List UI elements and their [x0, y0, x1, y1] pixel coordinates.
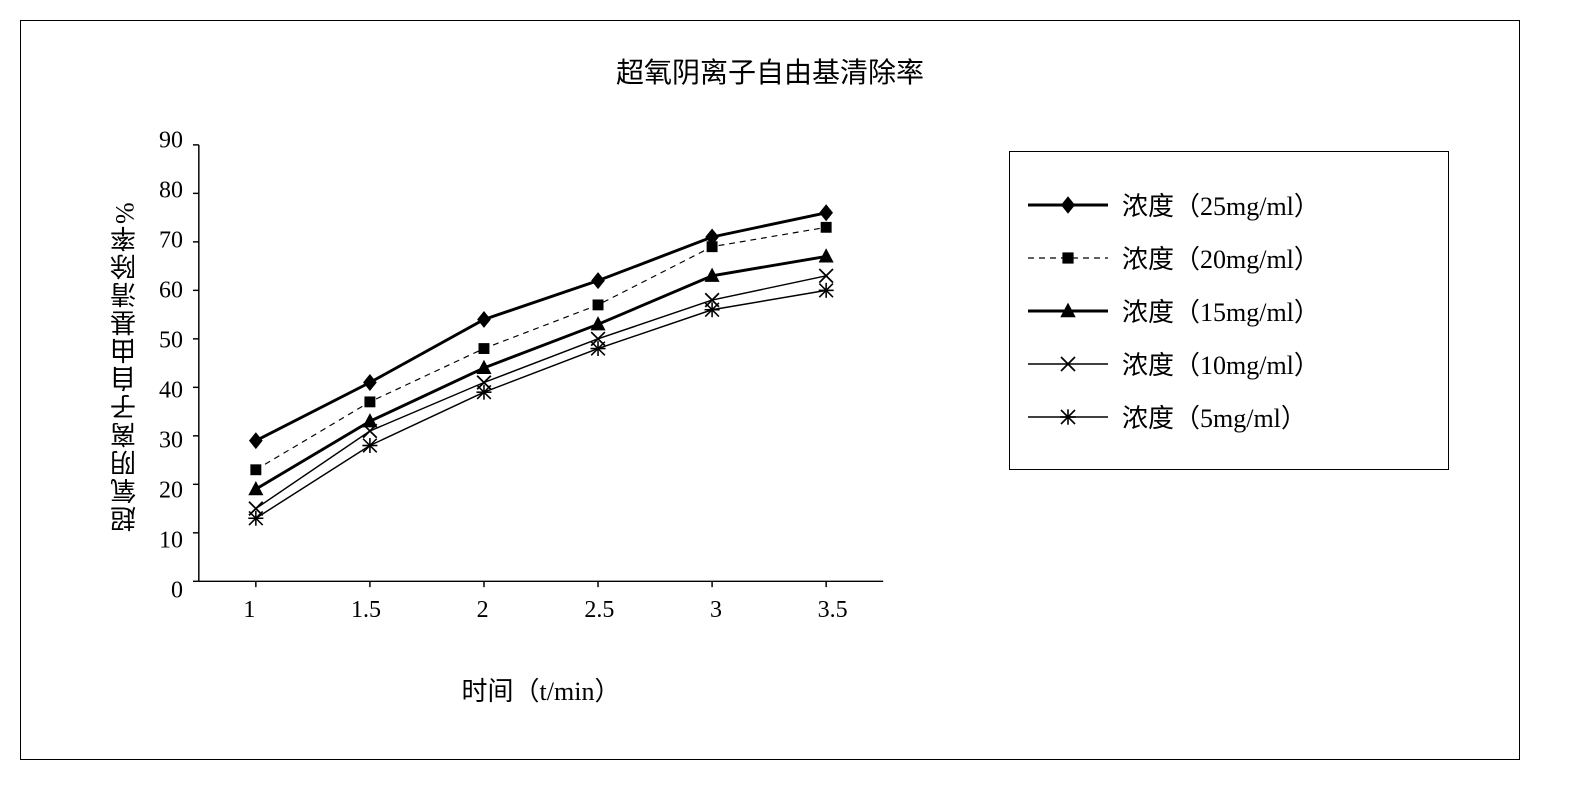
y-tick-label: 30 [141, 428, 183, 455]
x-tick-label: 1 [243, 597, 255, 624]
chart-svg [191, 141, 891, 591]
x-axis-label: 时间（t/min） [191, 671, 891, 708]
y-axis-label: 超氧阴离子自由基清除率% [111, 141, 139, 591]
legend-item: 浓度（10mg/ml） [1028, 345, 1430, 382]
x-tick-label: 3.5 [818, 597, 848, 624]
legend-item: 浓度（20mg/ml） [1028, 239, 1430, 276]
legend-item: 浓度（15mg/ml） [1028, 292, 1430, 329]
x-tick-labels: 1 1.5 2 2.5 3 3.5 [191, 591, 891, 631]
legend-item: 浓度（5mg/ml） [1028, 398, 1430, 435]
y-tick-label: 20 [141, 478, 183, 505]
legend-label: 浓度（5mg/ml） [1122, 398, 1307, 435]
chart-container: 超氧阴离子自由基清除率 超氧阴离子自由基清除率% 010203040506070… [20, 20, 1520, 760]
plot-area: 0102030405060708090 11.522.533.5 [191, 141, 891, 591]
legend-label: 浓度（25mg/ml） [1122, 186, 1320, 223]
chart-title: 超氧阴离子自由基清除率 [21, 51, 1519, 91]
legend-swatch [1028, 402, 1108, 432]
legend-swatch [1028, 296, 1108, 326]
y-tick-label: 80 [141, 178, 183, 205]
legend-swatch [1028, 349, 1108, 379]
y-tick-label: 70 [141, 228, 183, 255]
legend-swatch [1028, 243, 1108, 273]
x-tick-label: 1.5 [351, 597, 381, 624]
legend-label: 浓度（10mg/ml） [1122, 345, 1320, 382]
x-tick-label: 2.5 [584, 597, 614, 624]
legend-label: 浓度（20mg/ml） [1122, 239, 1320, 276]
legend-label: 浓度（15mg/ml） [1122, 292, 1320, 329]
y-tick-label: 90 [141, 128, 183, 155]
y-tick-label: 0 [141, 578, 183, 605]
y-tick-label: 10 [141, 528, 183, 555]
legend: 浓度（25mg/ml） 浓度（20mg/ml） 浓度（15mg/ml） 浓度（10mg… [1009, 151, 1449, 470]
legend-item: 浓度（25mg/ml） [1028, 186, 1430, 223]
legend-swatch [1028, 190, 1108, 220]
y-tick-label: 50 [141, 328, 183, 355]
y-tick-label: 60 [141, 278, 183, 305]
x-tick-label: 2 [477, 597, 489, 624]
x-tick-label: 3 [710, 597, 722, 624]
y-tick-label: 40 [141, 378, 183, 405]
